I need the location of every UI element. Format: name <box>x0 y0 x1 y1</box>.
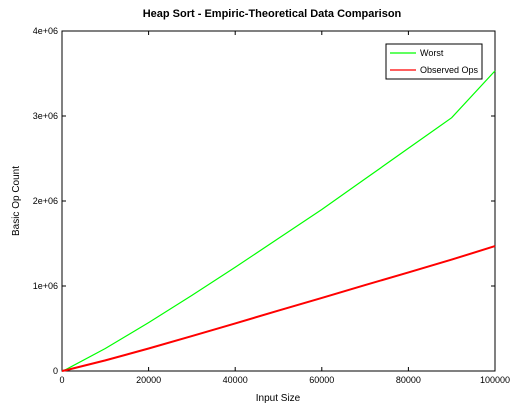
y-tick-label: 3e+06 <box>33 111 58 121</box>
chart-title: Heap Sort - Empiric-Theoretical Data Com… <box>143 8 402 20</box>
legend: Worst Observed Ops <box>385 43 483 80</box>
x-tick-label: 0 <box>59 375 64 385</box>
x-tick-label: 80000 <box>396 375 421 385</box>
y-axis-label: Basic Op Count <box>11 166 22 236</box>
legend-box <box>385 43 483 80</box>
x-axis-label: Input Size <box>256 393 301 404</box>
legend-label-worst: Worst <box>420 48 444 58</box>
x-tick-label: 20000 <box>136 375 161 385</box>
series-line-observed-ops <box>61 245 496 372</box>
y-tick-label: 2e+06 <box>33 196 58 206</box>
series-line-worst <box>61 70 496 372</box>
x-tick-label: 60000 <box>309 375 334 385</box>
y-axis: 0 1e+06 2e+06 3e+06 4e+06 <box>33 26 495 376</box>
y-tick-label: 0 <box>53 366 58 376</box>
legend-label-observed-ops: Observed Ops <box>420 65 479 75</box>
series-layer <box>61 70 496 372</box>
x-tick-label: 40000 <box>223 375 248 385</box>
y-tick-label: 4e+06 <box>33 26 58 36</box>
y-tick-label: 1e+06 <box>33 281 58 291</box>
x-axis: 0 20000 40000 60000 80000 100000 <box>59 31 510 385</box>
x-tick-label: 100000 <box>480 375 510 385</box>
